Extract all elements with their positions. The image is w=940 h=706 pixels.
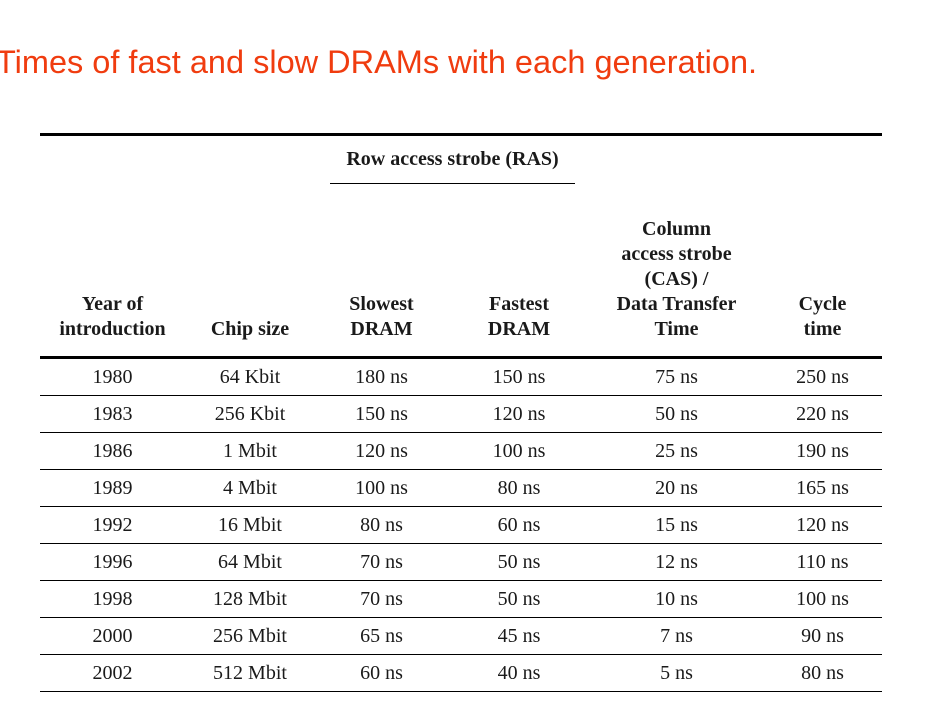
cell-year: 1992 bbox=[40, 506, 185, 544]
table-row: 2000 256 Mbit 65 ns 45 ns 7 ns 90 ns bbox=[40, 617, 882, 655]
cell-slowest-dram: 180 ns bbox=[315, 357, 448, 396]
cell-year: 1980 bbox=[40, 357, 185, 396]
table-row: 1998 128 Mbit 70 ns 50 ns 10 ns 100 ns bbox=[40, 580, 882, 618]
cell-fastest-dram: 45 ns bbox=[448, 617, 590, 655]
cell-chip-size: 256 Mbit bbox=[185, 617, 315, 655]
header-line: Year of bbox=[81, 293, 144, 315]
cell-year: 2002 bbox=[40, 654, 185, 692]
header-year: Year of introduction bbox=[40, 188, 185, 359]
header-line: Chip size bbox=[210, 318, 290, 340]
cell-slowest-dram: 65 ns bbox=[315, 617, 448, 655]
cell-cas-time: 10 ns bbox=[590, 580, 763, 618]
header-line: DRAM bbox=[350, 318, 413, 340]
cell-chip-size: 1 Mbit bbox=[185, 432, 315, 470]
table-body: 1980 64 Kbit 180 ns 150 ns 75 ns 250 ns 1983 25… bbox=[40, 357, 882, 692]
cell-fastest-dram: 80 ns bbox=[448, 469, 590, 507]
cell-slowest-dram: 70 ns bbox=[315, 543, 448, 581]
cell-year: 1986 bbox=[40, 432, 185, 470]
header-fastest-dram: Fastest DRAM bbox=[448, 188, 590, 359]
cell-slowest-dram: 70 ns bbox=[315, 580, 448, 618]
cell-slowest-dram: 100 ns bbox=[315, 469, 448, 507]
header-line: Cycle bbox=[798, 293, 847, 315]
cell-cas-time: 75 ns bbox=[590, 357, 763, 396]
cell-cas-time: 50 ns bbox=[590, 395, 763, 433]
table-row: 1983 256 Kbit 150 ns 120 ns 50 ns 220 ns bbox=[40, 395, 882, 433]
dram-timing-table: Row access strobe (RAS) Year of introduct… bbox=[40, 133, 882, 692]
cell-slowest-dram: 150 ns bbox=[315, 395, 448, 433]
cell-year: 1983 bbox=[40, 395, 185, 433]
cell-year: 1998 bbox=[40, 580, 185, 618]
cell-fastest-dram: 120 ns bbox=[448, 395, 590, 433]
cell-cas-time: 25 ns bbox=[590, 432, 763, 470]
ras-group-header: Row access strobe (RAS) bbox=[315, 133, 590, 188]
cell-fastest-dram: 60 ns bbox=[448, 506, 590, 544]
header-column-row: Year of introduction Chip size Slowest DRA… bbox=[40, 188, 882, 359]
cell-cycle-time: 90 ns bbox=[763, 617, 882, 655]
cell-chip-size: 4 Mbit bbox=[185, 469, 315, 507]
cell-cycle-time: 165 ns bbox=[763, 469, 882, 507]
cell-fastest-dram: 40 ns bbox=[448, 654, 590, 692]
cell-cycle-time: 80 ns bbox=[763, 654, 882, 692]
cell-cycle-time: 120 ns bbox=[763, 506, 882, 544]
table-row: 1989 4 Mbit 100 ns 80 ns 20 ns 165 ns bbox=[40, 469, 882, 507]
header-slowest-dram: Slowest DRAM bbox=[315, 188, 448, 359]
cell-slowest-dram: 120 ns bbox=[315, 432, 448, 470]
header-line: access strobe bbox=[621, 243, 732, 265]
header-line: (CAS) / bbox=[644, 268, 709, 290]
header-spacer bbox=[590, 133, 763, 188]
cell-chip-size: 64 Mbit bbox=[185, 543, 315, 581]
cell-cas-time: 5 ns bbox=[590, 654, 763, 692]
ras-group-label: Row access strobe (RAS) bbox=[330, 147, 575, 184]
cell-year: 2000 bbox=[40, 617, 185, 655]
header-line: Time bbox=[654, 318, 699, 340]
cell-cas-time: 7 ns bbox=[590, 617, 763, 655]
cell-chip-size: 16 Mbit bbox=[185, 506, 315, 544]
header-cycle-time: Cycle time bbox=[763, 188, 882, 359]
header-chip-size: Chip size bbox=[185, 188, 315, 359]
table-row: 1980 64 Kbit 180 ns 150 ns 75 ns 250 ns bbox=[40, 357, 882, 396]
cell-slowest-dram: 80 ns bbox=[315, 506, 448, 544]
cell-chip-size: 64 Kbit bbox=[185, 357, 315, 396]
table-row: 1992 16 Mbit 80 ns 60 ns 15 ns 120 ns bbox=[40, 506, 882, 544]
cell-cycle-time: 220 ns bbox=[763, 395, 882, 433]
cell-cycle-time: 110 ns bbox=[763, 543, 882, 581]
cell-fastest-dram: 50 ns bbox=[448, 543, 590, 581]
cell-cycle-time: 100 ns bbox=[763, 580, 882, 618]
cell-chip-size: 512 Mbit bbox=[185, 654, 315, 692]
header-line: Fastest bbox=[489, 293, 549, 315]
header-spacer bbox=[185, 133, 315, 188]
cell-fastest-dram: 100 ns bbox=[448, 432, 590, 470]
slide-title: Times of fast and slow DRAMs with each g… bbox=[0, 44, 758, 80]
table-header: Row access strobe (RAS) Year of introduct… bbox=[40, 133, 882, 359]
cell-cycle-time: 190 ns bbox=[763, 432, 882, 470]
table-row: 2002 512 Mbit 60 ns 40 ns 5 ns 80 ns bbox=[40, 654, 882, 692]
header-line: Data Transfer bbox=[616, 293, 737, 315]
cell-year: 1989 bbox=[40, 469, 185, 507]
header-spacer bbox=[40, 133, 185, 188]
cell-chip-size: 256 Kbit bbox=[185, 395, 315, 433]
cell-fastest-dram: 50 ns bbox=[448, 580, 590, 618]
cell-cas-time: 20 ns bbox=[590, 469, 763, 507]
cell-cas-time: 15 ns bbox=[590, 506, 763, 544]
table-row: 1986 1 Mbit 120 ns 100 ns 25 ns 190 ns bbox=[40, 432, 882, 470]
cell-cas-time: 12 ns bbox=[590, 543, 763, 581]
header-spacer bbox=[763, 133, 882, 188]
header-line: DRAM bbox=[487, 318, 551, 340]
header-cas-time: Column access strobe (CAS) / Data Transfer T… bbox=[590, 188, 763, 359]
cell-chip-size: 128 Mbit bbox=[185, 580, 315, 618]
header-group-row: Row access strobe (RAS) bbox=[40, 133, 882, 188]
header-line: Column bbox=[642, 218, 711, 240]
cell-cycle-time: 250 ns bbox=[763, 357, 882, 396]
cell-year: 1996 bbox=[40, 543, 185, 581]
header-line: time bbox=[803, 318, 842, 340]
cell-slowest-dram: 60 ns bbox=[315, 654, 448, 692]
header-line: introduction bbox=[59, 318, 166, 340]
table-row: 1996 64 Mbit 70 ns 50 ns 12 ns 110 ns bbox=[40, 543, 882, 581]
cell-fastest-dram: 150 ns bbox=[448, 357, 590, 396]
header-line: Slowest bbox=[349, 293, 414, 315]
